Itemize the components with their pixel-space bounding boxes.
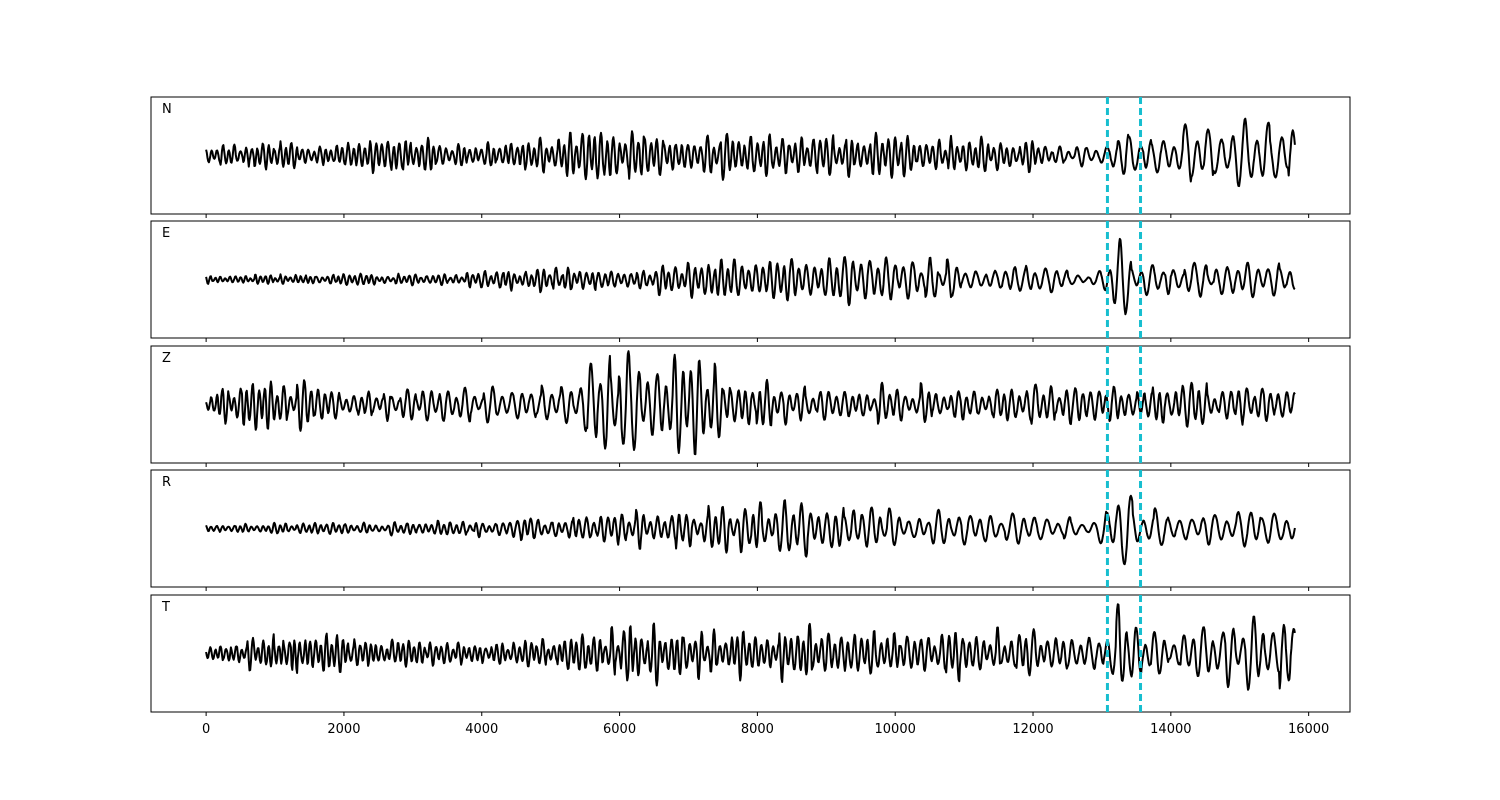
panel-label: Z xyxy=(162,351,171,366)
panels-layer: N E Z R T xyxy=(150,96,1351,716)
x-tick-label: 0 xyxy=(202,722,210,737)
panel-label: N xyxy=(162,102,172,117)
x-tick-label: 6000 xyxy=(603,722,636,737)
x-tick-label: 10000 xyxy=(875,722,916,737)
x-axis: 0 2000 4000 6000 8000 10000 12000 14000 16000 xyxy=(202,722,1329,737)
waveform-trace-e xyxy=(205,237,1296,316)
x-tick-label: 8000 xyxy=(741,722,774,737)
waveform-trace-n xyxy=(205,117,1296,188)
panel-frame xyxy=(150,96,1351,215)
waveform-trace-r xyxy=(205,494,1296,566)
panel-e: E xyxy=(150,220,1351,342)
panel-label: T xyxy=(161,600,170,615)
x-tick-label: 2000 xyxy=(327,722,360,737)
waveform-trace-t xyxy=(205,603,1296,691)
panel-n: N xyxy=(150,96,1351,218)
panel-label: R xyxy=(162,475,171,490)
panel-z: Z xyxy=(150,345,1351,467)
x-tick-label: 14000 xyxy=(1150,722,1191,737)
x-tick-label: 16000 xyxy=(1288,722,1329,737)
panel-label: E xyxy=(162,226,170,241)
panel-t: T xyxy=(150,594,1351,716)
panel-frame xyxy=(150,469,1351,588)
x-tick-label: 4000 xyxy=(465,722,498,737)
panel-r: R xyxy=(150,469,1351,591)
x-tick-label: 12000 xyxy=(1012,722,1053,737)
waveform-trace-z xyxy=(205,350,1296,456)
panel-frame xyxy=(150,345,1351,464)
panel-frame xyxy=(150,220,1351,339)
panel-frame xyxy=(150,594,1351,713)
